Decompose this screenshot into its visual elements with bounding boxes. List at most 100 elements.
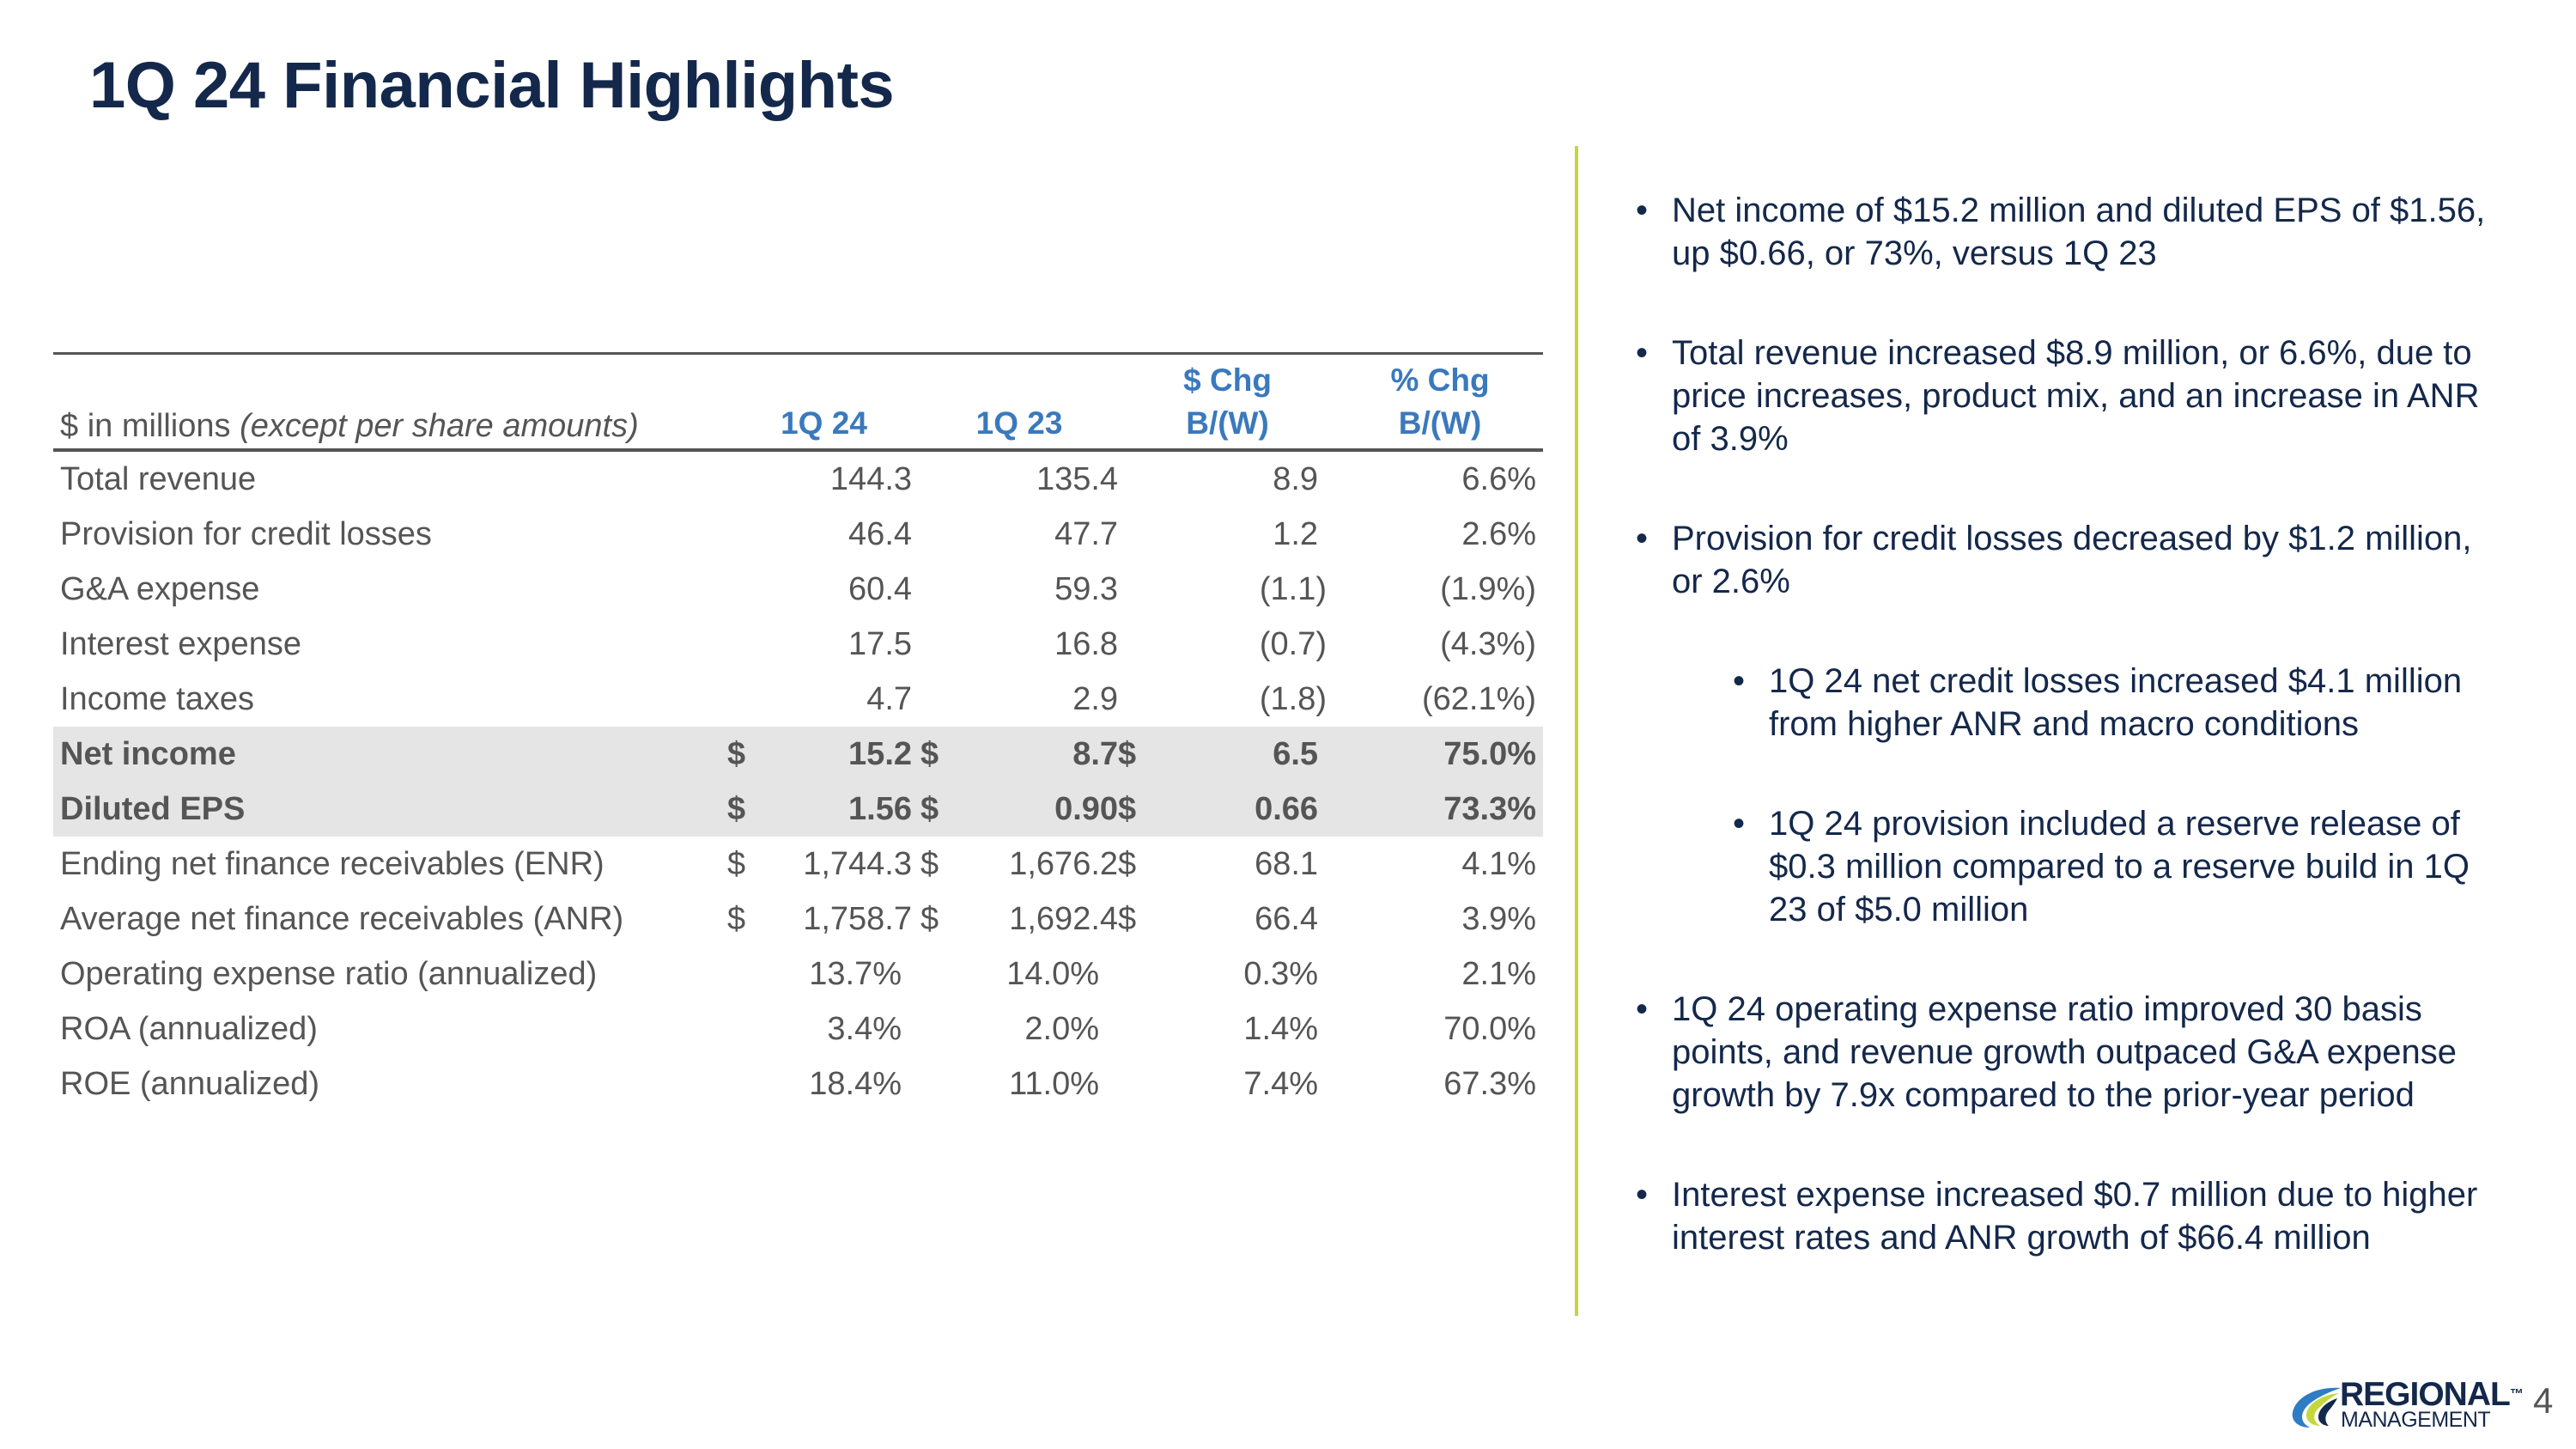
bullet-interest-expense: • Interest expense increased $0.7 million… <box>1636 1176 2478 1257</box>
value-dollar-change: 8.9 <box>1273 460 1319 497</box>
value-1q24: 3.4% <box>827 1010 902 1047</box>
currency-dollar-change <box>1118 1002 1165 1056</box>
value-percent-change: 67.3% <box>1443 1065 1537 1102</box>
currency-1q23 <box>920 672 968 727</box>
bullet-net-income: • Net income of $15.2 million and diluted… <box>1636 192 2486 272</box>
currency-1q24 <box>727 947 775 1002</box>
value-1q24: 1,744.3 <box>803 845 913 882</box>
value-1q24: 13.7% <box>809 955 902 992</box>
currency-1q24 <box>727 507 775 562</box>
page-number: 4 <box>2533 1380 2554 1421</box>
value-1q24: 144.3 <box>829 460 913 497</box>
value-1q23: 8.7 <box>968 727 1119 782</box>
regional-management-logo: REGIONAL™ MANAGEMENT <box>2291 1378 2524 1432</box>
value-percent-change: 2.6% <box>1461 515 1537 552</box>
header-units-label: $ in millions (except per share amounts) <box>53 352 727 452</box>
table-body: Total revenue 144.3 135.4 8.9 6.6% Provision … <box>53 450 1544 1111</box>
header-1q23: 1Q 23 <box>920 352 1119 452</box>
highlights-list: • Net income of $15.2 million and diluted… <box>1636 189 2512 1316</box>
table-row: Diluted EPS $1.56 $0.90 $0.66 73.3% <box>53 782 1544 837</box>
currency-1q23: $ <box>920 727 969 782</box>
row-label: Interest expense <box>60 625 301 662</box>
currency-1q23 <box>920 617 968 672</box>
value-percent-change: 4.1% <box>1461 845 1537 882</box>
row-label: Ending net finance receivables (ENR) <box>60 845 605 882</box>
currency-dollar-change <box>1118 562 1165 617</box>
row-label: Total revenue <box>60 460 257 497</box>
value-1q23: 135.4 <box>1036 460 1119 497</box>
value-dollar-change: (0.7) <box>1259 625 1327 662</box>
table-row: Ending net finance receivables (ENR) $1,7… <box>53 837 1543 892</box>
logo-text-management: MANAGEMENT <box>2341 1408 2491 1432</box>
value-dollar-change: 68.1 <box>1255 845 1319 882</box>
currency-1q24 <box>727 617 775 672</box>
value-percent-change: 6.6% <box>1461 460 1537 497</box>
sub-bullet-net-credit-losses: • 1Q 24 net credit losses increased $4.1 … <box>1733 662 2463 743</box>
table-row: ROE (annualized) 18.4% 11.0% 7.4% 67.3% <box>53 1056 1543 1111</box>
value-1q23: 1,692.4 <box>1009 900 1119 937</box>
currency-dollar-change <box>1118 1056 1165 1111</box>
value-dollar-change: 1.4% <box>1243 1010 1319 1047</box>
table-row: ROA (annualized) 3.4% 2.0% 1.4% 70.0% <box>53 1002 1543 1056</box>
value-1q24: 18.4% <box>809 1065 902 1102</box>
value-percent-change: 3.9% <box>1461 900 1537 937</box>
value-1q24: 1.56 <box>775 782 921 837</box>
value-1q24: 60.4 <box>848 570 913 607</box>
currency-dollar-change <box>1118 507 1165 562</box>
value-percent-change: 70.0% <box>1443 1010 1537 1047</box>
table-header-row: $ in millions (except per share amounts)… <box>53 352 1544 452</box>
row-label: Net income <box>53 727 727 782</box>
row-label: G&A expense <box>60 570 260 607</box>
header-1q24: 1Q 24 <box>727 352 921 452</box>
value-dollar-change: 6.5 <box>1165 727 1338 782</box>
value-1q24: 4.7 <box>866 680 913 717</box>
value-percent-change: (4.3%) <box>1440 625 1537 662</box>
bullet-total-revenue: • Total revenue increased $8.9 million, o… <box>1636 334 2480 458</box>
currency-dollar-change <box>1118 672 1165 727</box>
table-row: Average net finance receivables (ANR) $1,… <box>53 892 1543 947</box>
row-label: Provision for credit losses <box>60 515 432 552</box>
currency-dollar-change: $ <box>1118 900 1137 937</box>
value-1q23: 11.0% <box>1009 1065 1100 1102</box>
table-row: Total revenue 144.3 135.4 8.9 6.6% <box>53 450 1543 507</box>
value-percent-change: (62.1%) <box>1421 680 1537 717</box>
currency-dollar-change <box>1118 947 1165 1002</box>
value-percent-change: 75.0% <box>1337 727 1544 782</box>
page-title: 1Q 24 Financial Highlights <box>89 49 895 122</box>
row-label: ROE (annualized) <box>60 1065 320 1102</box>
value-1q23: 0.90 <box>968 782 1119 837</box>
table-row: Net income $15.2 $8.7 $6.5 75.0% <box>53 727 1544 782</box>
bullet-provision: • Provision for credit losses decreased b… <box>1636 520 2472 600</box>
currency-dollar-change: $ <box>1118 727 1166 782</box>
currency-1q24 <box>727 1056 775 1111</box>
currency-dollar-change: $ <box>1118 782 1166 837</box>
currency-1q24: $ <box>727 727 775 782</box>
currency-1q23 <box>920 450 968 507</box>
value-percent-change: 2.1% <box>1461 955 1537 992</box>
value-1q23: 2.9 <box>1072 680 1119 717</box>
row-label: Diluted EPS <box>53 782 727 837</box>
header-dollar-change: $ Chg B/(W) <box>1118 352 1338 452</box>
currency-1q23 <box>920 1002 968 1056</box>
row-label: ROA (annualized) <box>60 1010 318 1047</box>
value-percent-change: (1.9%) <box>1440 570 1537 607</box>
currency-1q23 <box>920 562 968 617</box>
value-dollar-change: 0.66 <box>1165 782 1338 837</box>
currency-dollar-change: $ <box>1118 845 1137 882</box>
value-1q24: 46.4 <box>848 515 913 552</box>
value-dollar-change: 0.3% <box>1243 955 1319 992</box>
row-label: Average net finance receivables (ANR) <box>60 900 624 937</box>
vertical-divider <box>1575 146 1578 1316</box>
table-row: G&A expense 60.4 59.3 (1.1) (1.9%) <box>53 562 1543 617</box>
bullet-operating-expense: • 1Q 24 operating expense ratio improved … <box>1636 990 2457 1114</box>
value-1q23: 1,676.2 <box>1009 845 1119 882</box>
currency-1q23 <box>920 507 968 562</box>
table-row: Provision for credit losses 46.4 47.7 1.2 2.… <box>53 507 1543 562</box>
value-1q24: 17.5 <box>848 625 913 662</box>
currency-dollar-change <box>1118 450 1165 507</box>
value-dollar-change: (1.1) <box>1259 570 1327 607</box>
value-1q23: 14.0% <box>1006 955 1100 992</box>
currency-dollar-change <box>1118 617 1165 672</box>
financial-table: $ in millions (except per share amounts)… <box>53 352 1544 1111</box>
currency-1q24 <box>727 1002 775 1056</box>
